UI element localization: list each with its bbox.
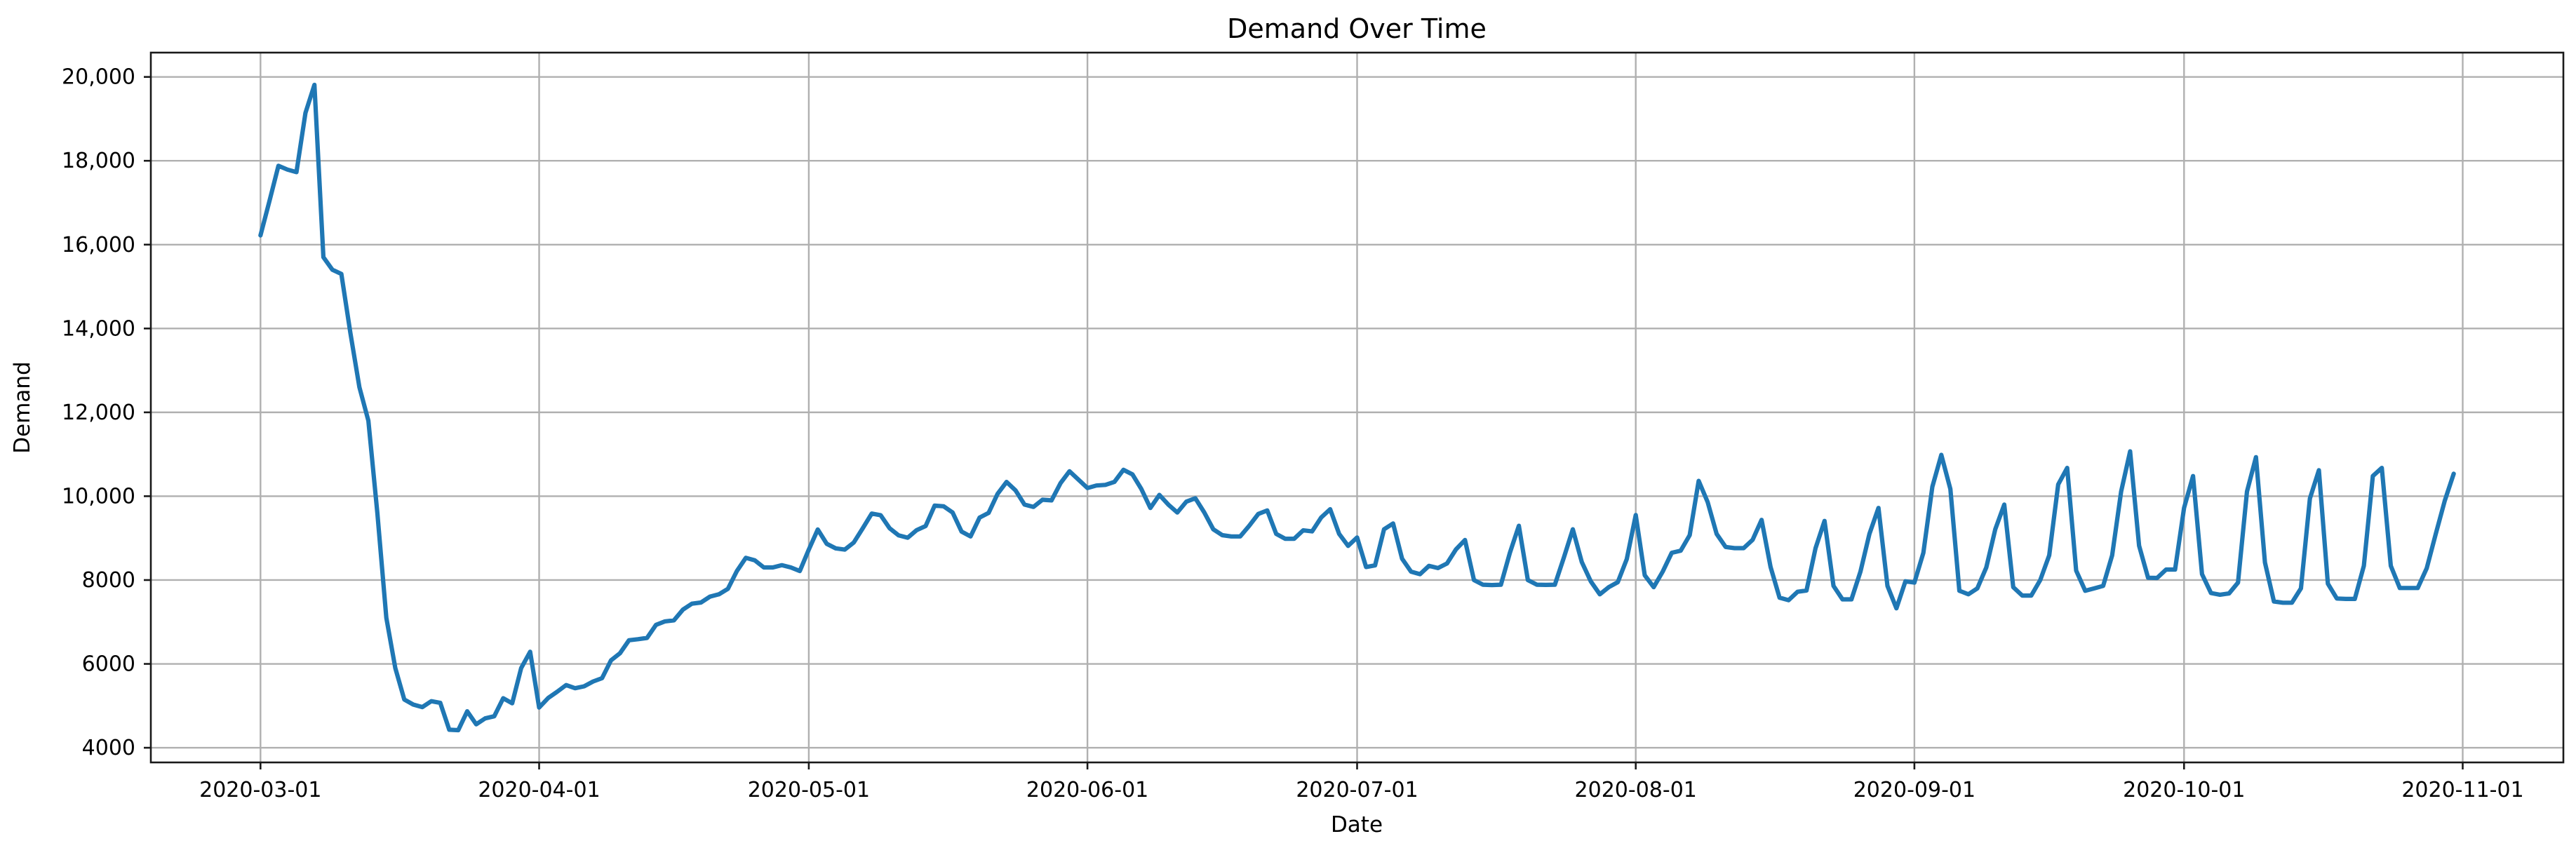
x-tick-label: 2020-03-01 — [199, 778, 321, 802]
y-axis-label: Demand — [10, 361, 35, 453]
y-tick-label: 14,000 — [62, 316, 135, 341]
y-tick-label: 4000 — [82, 736, 135, 760]
y-tick-label: 6000 — [82, 652, 135, 677]
x-tick-label: 2020-11-01 — [2401, 778, 2523, 802]
demand-series-line — [258, 82, 2456, 733]
y-tick-label: 12,000 — [62, 401, 135, 425]
tick-layer: 4000 6000 8000 10,000 12,000 14,000 16,000 18,0… — [62, 65, 2524, 802]
x-tick-label: 2020-04-01 — [478, 778, 600, 802]
y-tick-label: 10,000 — [62, 484, 135, 509]
y-tick-label: 16,000 — [62, 233, 135, 257]
x-tick-label: 2020-07-01 — [1296, 778, 1418, 802]
y-tick-label: 18,000 — [62, 149, 135, 173]
y-tick-label: 20,000 — [62, 65, 135, 90]
x-tick-label: 2020-10-01 — [2123, 778, 2245, 802]
x-tick-label: 2020-08-01 — [1575, 778, 1697, 802]
series-layer — [258, 82, 2456, 733]
y-tick-label: 8000 — [82, 568, 135, 593]
x-tick-label: 2020-05-01 — [748, 778, 870, 802]
chart-title: Demand Over Time — [1227, 13, 1487, 44]
x-axis-label: Date — [1331, 812, 1383, 837]
grid-layer — [151, 53, 2563, 762]
x-tick-label: 2020-09-01 — [1853, 778, 1975, 802]
x-tick-label: 2020-06-01 — [1026, 778, 1148, 802]
